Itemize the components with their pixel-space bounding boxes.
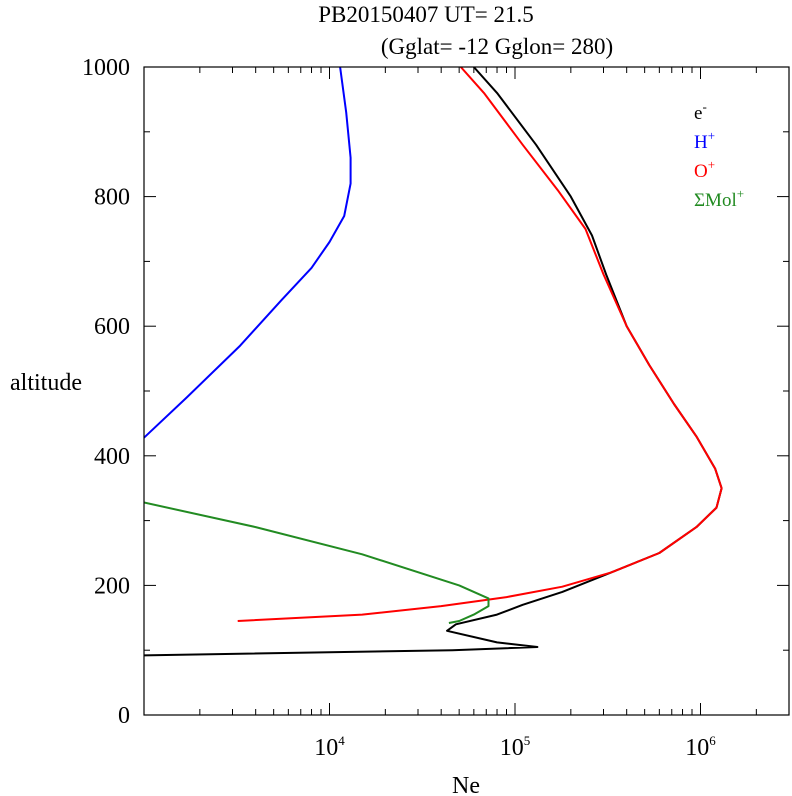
series-line-2: [144, 67, 352, 439]
y-tick-label: 400: [94, 444, 130, 470]
legend-entry-2: H+: [694, 128, 715, 153]
y-tick-label: 1000: [82, 55, 130, 81]
plot-area: [144, 67, 723, 657]
y-axis-label: altitude: [10, 370, 82, 396]
y-tick-label: 600: [94, 314, 130, 340]
y-tick-label: 800: [94, 185, 130, 211]
series-line-1: [144, 67, 723, 657]
legend-entry-4: ΣMol+: [694, 186, 744, 211]
legend-entry-3: O+: [694, 157, 715, 182]
legend-entry-1: e-: [694, 99, 707, 124]
y-tick-label: 200: [94, 573, 130, 599]
legend: e- H+ O+ ΣMol+: [694, 99, 744, 211]
x-axis-label: Ne: [452, 773, 480, 796]
chart-title-line1: PB20150407 UT= 21.5: [318, 2, 534, 27]
x-tick-label: 106: [685, 733, 716, 761]
y-tick-label: 0: [118, 703, 130, 729]
chart-title-line2: (Gglat= -12 Gglon= 280): [381, 34, 613, 59]
x-tick-label: 105: [500, 733, 531, 761]
x-axis: 104 105 106: [143, 67, 790, 761]
series-line-4: [144, 501, 490, 624]
y-axis: 0 200 400 600 800 1000: [82, 55, 789, 729]
series-line-3: [237, 67, 723, 622]
x-tick-label: 104: [314, 733, 345, 761]
